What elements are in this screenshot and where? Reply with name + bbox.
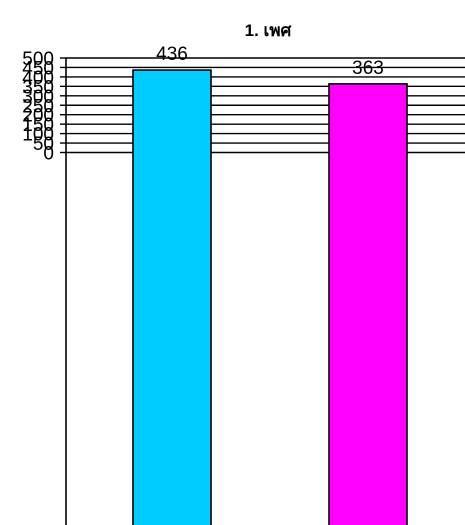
y-tick-label: 450 [22, 58, 54, 79]
y-tick-label: 400 [22, 68, 54, 89]
data-labels: 436 363 [156, 44, 384, 79]
bar-value-label: 363 [352, 58, 384, 79]
chart-title: 1. เพศ [245, 21, 293, 40]
y-tick-label: 150 [22, 115, 54, 136]
bar [132, 69, 212, 525]
y-tick-label: 200 [22, 106, 54, 127]
y-tick-label: 350 [22, 77, 54, 98]
bars [132, 69, 408, 525]
y-tick-label: 100 [22, 125, 54, 146]
y-tick-label: 0 [43, 144, 54, 165]
y-tick-label: 500 [22, 49, 54, 70]
y-tick-label: 50 [33, 134, 54, 155]
bar [328, 83, 408, 525]
bar-value-label: 436 [156, 44, 188, 65]
y-tick-label: 250 [22, 96, 54, 117]
y-tick-label: 300 [22, 87, 54, 108]
